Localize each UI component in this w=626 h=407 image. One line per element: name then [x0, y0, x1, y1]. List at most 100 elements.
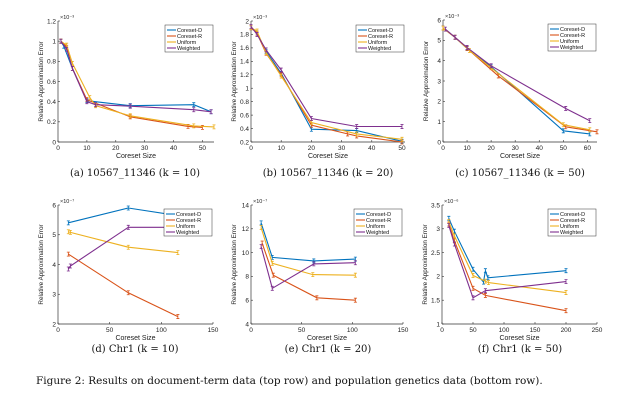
- y-exponent: ×10⁻⁷: [60, 198, 74, 205]
- series-line-uniform: [260, 227, 356, 276]
- error-bar-point: [564, 268, 568, 274]
- caption-f: (f) Chr1 (k = 50): [477, 344, 563, 355]
- y-tick-label: 1.4: [240, 59, 249, 66]
- y-axis-label: Relative Approximation Error: [231, 41, 238, 121]
- error-bar-point: [259, 225, 263, 231]
- x-tick-label: 50: [199, 145, 207, 152]
- y-tick-label: 1: [436, 321, 440, 328]
- error-bar-point: [561, 122, 565, 128]
- y-tick-label: 0.4: [240, 126, 249, 133]
- error-bar-point: [66, 266, 70, 272]
- y-tick-label: 1.6: [240, 45, 249, 52]
- error-bar-point: [564, 106, 568, 111]
- y-tick-label: 3: [437, 78, 441, 85]
- error-bar-point: [564, 290, 568, 295]
- error-bar-point: [128, 113, 132, 119]
- y-tick-label: 3: [436, 226, 440, 233]
- y-tick-label: 0: [52, 139, 56, 146]
- y-tick-label: 1.8: [240, 32, 249, 39]
- series-line-weighted: [260, 246, 356, 290]
- y-axis-label: Relative Approximation Error: [423, 41, 430, 121]
- x-tick-label: 50: [469, 327, 477, 334]
- x-tick-label: 0: [441, 145, 445, 152]
- error-bar-point: [443, 26, 447, 32]
- x-tick-label: 30: [512, 145, 520, 152]
- chart-3: 0 50 100 150 2 3 4 5 6 ×10⁻⁷ Coreset Size Relative …: [38, 198, 219, 342]
- error-bar-point: [279, 67, 283, 73]
- error-bar-point: [487, 280, 490, 285]
- legend-label: Uniform: [368, 40, 388, 46]
- error-bar-point: [271, 272, 275, 278]
- error-bar-point: [59, 38, 63, 44]
- error-bar-point: [447, 223, 451, 228]
- series-line-uniform: [448, 221, 567, 294]
- y-tick-label: 2.5: [431, 250, 440, 257]
- x-tick-label: 40: [170, 145, 178, 152]
- error-bar-point: [209, 109, 213, 115]
- legend-label: Coreset-R: [177, 34, 202, 40]
- x-axis-label: Coreset Size: [116, 153, 156, 160]
- x-axis-label: Coreset Size: [307, 335, 347, 342]
- error-bar-point: [259, 244, 263, 250]
- chart-4: 0 50 100 150 4 6 8 10 12 14×10⁻⁷ Coreset Size Relat…: [231, 198, 409, 342]
- y-tick-label: 0.8: [240, 99, 249, 106]
- error-bar-point: [212, 124, 216, 130]
- error-bar-point: [255, 32, 259, 37]
- x-tick-label: 60: [584, 145, 592, 152]
- legend-label: Coreset-R: [366, 218, 391, 224]
- x-tick-label: 150: [530, 327, 541, 334]
- series-line-uniform: [60, 40, 215, 128]
- legend-label: Coreset-D: [560, 27, 585, 33]
- x-tick-label: 150: [398, 327, 409, 334]
- series-line-coreset-d: [68, 207, 177, 224]
- y-tick-label: 8: [245, 274, 249, 281]
- error-bar-point: [66, 220, 70, 226]
- x-axis-label: Coreset Size: [115, 335, 155, 342]
- y-tick-label: 3.5: [431, 202, 440, 209]
- y-tick-label: 10: [242, 250, 250, 257]
- y-tick-label: 6: [437, 17, 441, 24]
- chart-2: 0 10 20 30 40 50 60 0 1 2 3 4 5 6 ×10⁻³ Coreset Size Rel…: [423, 14, 599, 160]
- error-bar-point: [126, 205, 130, 211]
- error-bar-point: [483, 268, 487, 274]
- series-line-uniform: [68, 231, 178, 254]
- x-tick-label: 50: [398, 145, 406, 152]
- error-bar-point: [66, 229, 70, 235]
- x-tick-label: 0: [56, 327, 60, 334]
- error-bar-point: [564, 279, 568, 285]
- legend-label: Weighted: [366, 230, 389, 236]
- y-tick-label: 3: [52, 292, 56, 299]
- error-bar-point: [270, 260, 274, 266]
- x-tick-label: 30: [338, 145, 346, 152]
- y-axis-label: Relative Approximation Error: [38, 224, 45, 304]
- error-bar-point: [483, 278, 487, 284]
- y-tick-label: 6: [52, 202, 56, 209]
- x-tick-label: 50: [106, 327, 114, 334]
- error-bar-point: [353, 297, 357, 303]
- x-tick-label: 0: [56, 145, 60, 152]
- error-bar-point: [452, 233, 456, 239]
- error-bar-point: [126, 224, 130, 230]
- error-bar-point: [176, 314, 180, 319]
- error-bar-point: [128, 103, 132, 109]
- error-bar-point: [88, 95, 92, 101]
- legend-label: Coreset-D: [176, 212, 201, 218]
- error-bar-point: [68, 263, 72, 269]
- y-tick-label: 0.6: [47, 79, 56, 86]
- error-bar-point: [465, 45, 469, 50]
- y-tick-label: 0: [437, 139, 441, 146]
- legend-label: Coreset-D: [368, 28, 393, 34]
- x-axis-label: Coreset Size: [308, 153, 348, 160]
- error-bar-point: [176, 250, 180, 255]
- y-tick-label: 0.2: [47, 119, 56, 126]
- y-exponent: ×10⁻³: [253, 15, 267, 21]
- x-tick-label: 100: [347, 327, 358, 334]
- legend-label: Coreset-R: [176, 218, 201, 224]
- x-tick-label: 40: [368, 145, 376, 152]
- y-tick-label: 5: [437, 38, 441, 45]
